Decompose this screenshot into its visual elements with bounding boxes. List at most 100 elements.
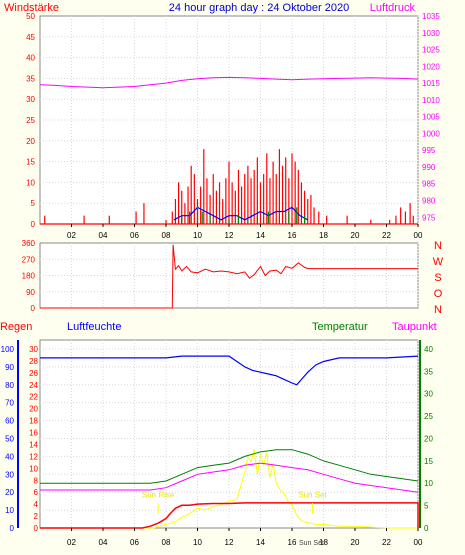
direction-tick-0: 0 [31,304,36,313]
rain-tick-28: 28 [29,357,38,366]
pressure-axis-label: Luftdruck [370,2,416,14]
humidity-tick-100: 100 [1,345,15,354]
x-tick-label-10: 10 [193,231,202,240]
temperature-tick-35: 35 [424,367,433,376]
x-tick-label-04: 04 [99,538,108,547]
x-tick-label-16: 16 [288,538,297,547]
wind-tick-5: 5 [31,199,36,208]
direction-label-0: N [434,240,442,252]
humidity-tick-0: 0 [10,524,15,533]
wind-tick-15: 15 [26,158,35,167]
rain-tick-12: 12 [29,452,38,461]
x-tick-label-06: 06 [130,538,139,547]
wind-tick-50: 50 [26,12,35,21]
wind-tick-40: 40 [26,54,35,63]
x-tick-label-22: 22 [382,231,391,240]
x-tick-label-06: 06 [130,231,139,240]
x-tick-label-04: 04 [99,231,108,240]
rain-tick-8: 8 [34,476,39,485]
solar-line [40,449,418,529]
humidity-tick-40: 40 [5,452,14,461]
rain-tick-14: 14 [29,440,38,449]
pressure-tick-990: 990 [422,163,436,172]
rain-tick-18: 18 [29,417,38,426]
x-tick-label-22: 22 [382,538,391,547]
humidity-line [40,355,419,386]
x-tick-label-20: 20 [351,538,360,547]
wind-tick-20: 20 [26,137,35,146]
direction-label-2: S [434,272,441,284]
temperature-tick-10: 10 [424,479,433,488]
x-tick-label-20: 20 [351,231,360,240]
temperature-tick-20: 20 [424,434,433,443]
x-tick-label-10: 10 [193,538,202,547]
pressure-line [39,76,419,89]
pressure-tick-1030: 1030 [422,29,440,38]
rain-tick-0: 0 [34,524,39,533]
x-tick-label-18: 18 [319,538,328,547]
x-tick-label-14: 14 [256,538,265,547]
humidity-tick-90: 90 [5,363,14,372]
pressure-tick-985: 985 [422,180,436,189]
direction-tick-90: 90 [26,288,35,297]
x-tick-label-08: 08 [162,231,171,240]
x-tick-label-14: 14 [256,231,265,240]
direction-tick-270: 270 [22,255,36,264]
pressure-tick-1020: 1020 [422,62,440,71]
humidity-axis-label: Luftfeuchte [67,321,121,333]
temperature-tick-40: 40 [424,345,433,354]
humidity-tick-10: 10 [5,506,14,515]
pressure-tick-995: 995 [422,146,436,155]
sunset-label: Sun Set [298,491,327,500]
wind-tick-30: 30 [26,95,35,104]
wind-tick-10: 10 [26,178,35,187]
wind-tick-45: 45 [26,33,35,42]
rain-tick-4: 4 [34,500,39,509]
rain-tick-30: 30 [29,345,38,354]
direction-label-1: W [433,256,444,268]
rain-tick-10: 10 [29,464,38,473]
rain-tick-24: 24 [29,381,38,390]
wind-axis-label: Windstärke [4,2,59,14]
direction-tick-360: 360 [22,239,36,248]
wind-avg-line [173,206,309,221]
rain-tick-16: 16 [29,429,38,438]
pressure-tick-1000: 1000 [422,129,440,138]
humidity-tick-50: 50 [5,434,14,443]
rain-tick-20: 20 [29,405,38,414]
humidity-tick-20: 20 [5,488,14,497]
dewpoint-axis-label: Taupunkt [392,321,437,333]
rain-tick-22: 22 [29,393,38,402]
humidity-tick-80: 80 [5,381,14,390]
rain-tick-2: 2 [34,512,39,521]
direction-label-3: O [434,288,443,300]
x-tick-label-16: 16 [288,231,297,240]
x-tick-label-12: 12 [225,538,234,547]
x-tick-label-12: 12 [225,231,234,240]
humidity-tick-30: 30 [5,470,14,479]
wind-tick-35: 35 [26,74,35,83]
x-tick-label-18: 18 [319,231,328,240]
x-tick-label-02: 02 [67,538,76,547]
pressure-tick-1035: 1035 [422,12,440,21]
wind-tick-0: 0 [31,220,36,229]
pressure-tick-1005: 1005 [422,113,440,122]
pressure-tick-980: 980 [422,197,436,206]
rain-tick-26: 26 [29,369,38,378]
temperature-axis-label: Temperatur [312,321,368,333]
x-tick-label-02: 02 [67,231,76,240]
pressure-tick-1025: 1025 [422,46,440,55]
sunrise-label: Sun Rise [142,491,175,500]
direction-label-4: N [434,304,442,316]
direction-tick-180: 180 [22,272,36,281]
pressure-tick-1010: 1010 [422,96,440,105]
temperature-line [40,449,419,484]
x-tick-label-00: 00 [414,231,423,240]
temperature-tick-0: 0 [424,524,429,533]
temperature-tick-30: 30 [424,390,433,399]
rain-axis-label: Regen [0,321,32,333]
